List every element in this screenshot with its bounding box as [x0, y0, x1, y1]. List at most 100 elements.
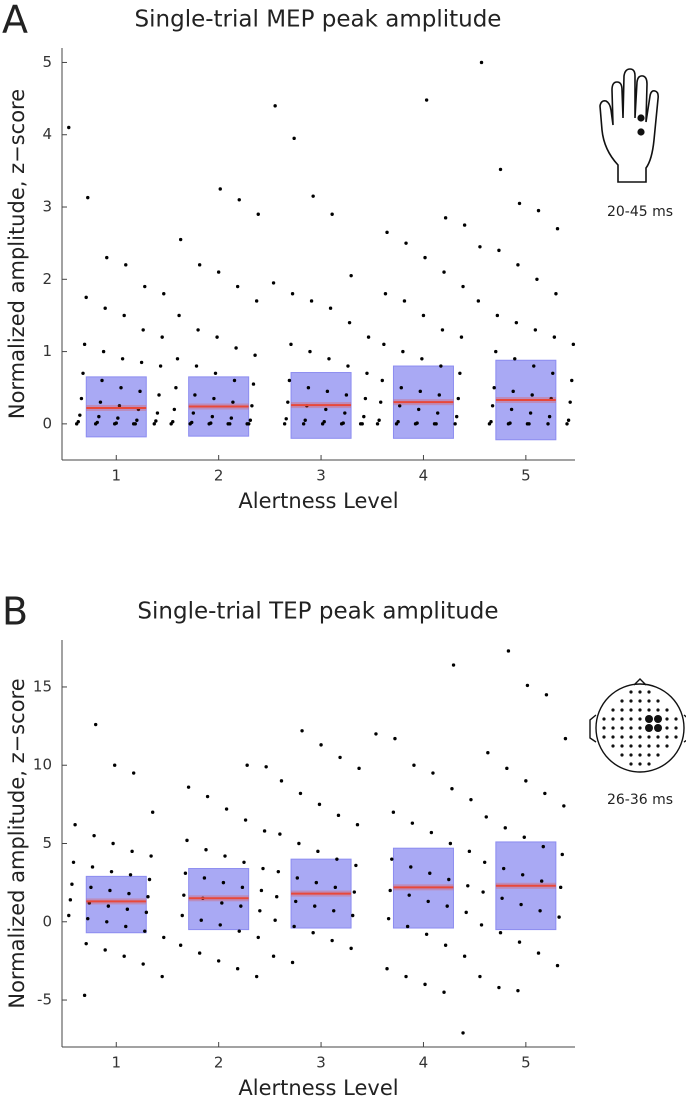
point: [197, 263, 202, 267]
point: [109, 869, 114, 874]
x-tick-label: 5: [521, 467, 531, 485]
point: [264, 765, 268, 769]
electrode: [656, 708, 660, 712]
electrode: [638, 726, 642, 730]
point: [407, 893, 411, 897]
point: [138, 389, 142, 394]
point: [294, 899, 298, 904]
electrode: [665, 744, 669, 748]
electrode: [647, 690, 651, 694]
electrode: [620, 699, 624, 703]
point: [516, 263, 520, 267]
point: [162, 292, 166, 296]
electrode: [611, 744, 615, 748]
point: [298, 791, 303, 796]
point: [237, 198, 241, 202]
electrode: [656, 699, 660, 703]
electrode: [611, 708, 615, 712]
point: [178, 237, 183, 242]
point: [316, 849, 320, 854]
point: [234, 346, 238, 350]
point: [292, 924, 296, 929]
point: [242, 860, 246, 864]
point: [143, 284, 147, 289]
point: [347, 320, 352, 325]
point: [157, 393, 161, 397]
electrode: [629, 690, 633, 694]
electrode: [629, 717, 633, 721]
point: [458, 371, 462, 375]
point: [511, 389, 515, 394]
point: [552, 335, 557, 339]
electrode: [638, 708, 642, 712]
point: [218, 187, 222, 191]
point: [528, 411, 533, 415]
point: [292, 136, 296, 141]
point: [536, 951, 541, 955]
point: [253, 353, 257, 357]
point: [362, 414, 366, 419]
x-tick-label: 1: [111, 467, 121, 485]
point: [90, 865, 95, 869]
point: [213, 371, 218, 375]
point: [339, 422, 344, 426]
electrode: [665, 708, 669, 712]
point: [535, 277, 539, 281]
point: [101, 349, 106, 354]
point: [186, 785, 191, 789]
point: [237, 929, 241, 933]
point: [235, 284, 240, 289]
point: [451, 663, 456, 667]
point: [453, 422, 457, 426]
point: [498, 931, 503, 935]
point: [358, 422, 363, 426]
point: [476, 299, 481, 303]
electrode: [602, 735, 606, 739]
point: [519, 902, 523, 907]
chart-title: Single-trial TEP peak amplitude: [137, 599, 498, 625]
box: [85, 875, 147, 934]
point: [417, 407, 421, 412]
point: [354, 863, 358, 868]
point: [229, 416, 234, 420]
electrode: [647, 744, 651, 748]
electrode: [620, 744, 624, 748]
point: [317, 802, 322, 807]
point: [226, 422, 230, 426]
point: [555, 963, 560, 968]
point: [314, 880, 319, 885]
point: [308, 349, 312, 354]
x-axis-label: Alertness Level: [238, 489, 398, 513]
point: [297, 841, 301, 846]
point: [119, 386, 123, 390]
point: [517, 940, 522, 944]
x-tick-label: 2: [214, 467, 224, 485]
x-tick-label: 3: [316, 467, 326, 485]
point: [479, 923, 484, 927]
point: [112, 763, 117, 767]
electrode: [647, 762, 651, 766]
point: [254, 299, 259, 303]
point: [532, 364, 536, 368]
x-tick-label: 1: [111, 1054, 121, 1072]
point: [106, 904, 111, 908]
point: [81, 371, 85, 375]
point: [309, 299, 314, 303]
point: [261, 866, 265, 871]
point: [79, 396, 84, 401]
point: [67, 913, 71, 918]
point: [547, 414, 552, 419]
y-tick-label: 2: [42, 270, 52, 288]
point: [235, 967, 240, 971]
y-tick-label: 1: [42, 342, 52, 360]
point: [311, 931, 315, 935]
point: [135, 418, 139, 422]
point: [517, 201, 522, 206]
electrode: [602, 726, 606, 730]
point: [278, 832, 282, 836]
point: [525, 422, 530, 426]
y-tick-label: 15: [33, 677, 52, 695]
point: [319, 743, 323, 747]
point: [158, 364, 163, 368]
point: [388, 888, 392, 893]
